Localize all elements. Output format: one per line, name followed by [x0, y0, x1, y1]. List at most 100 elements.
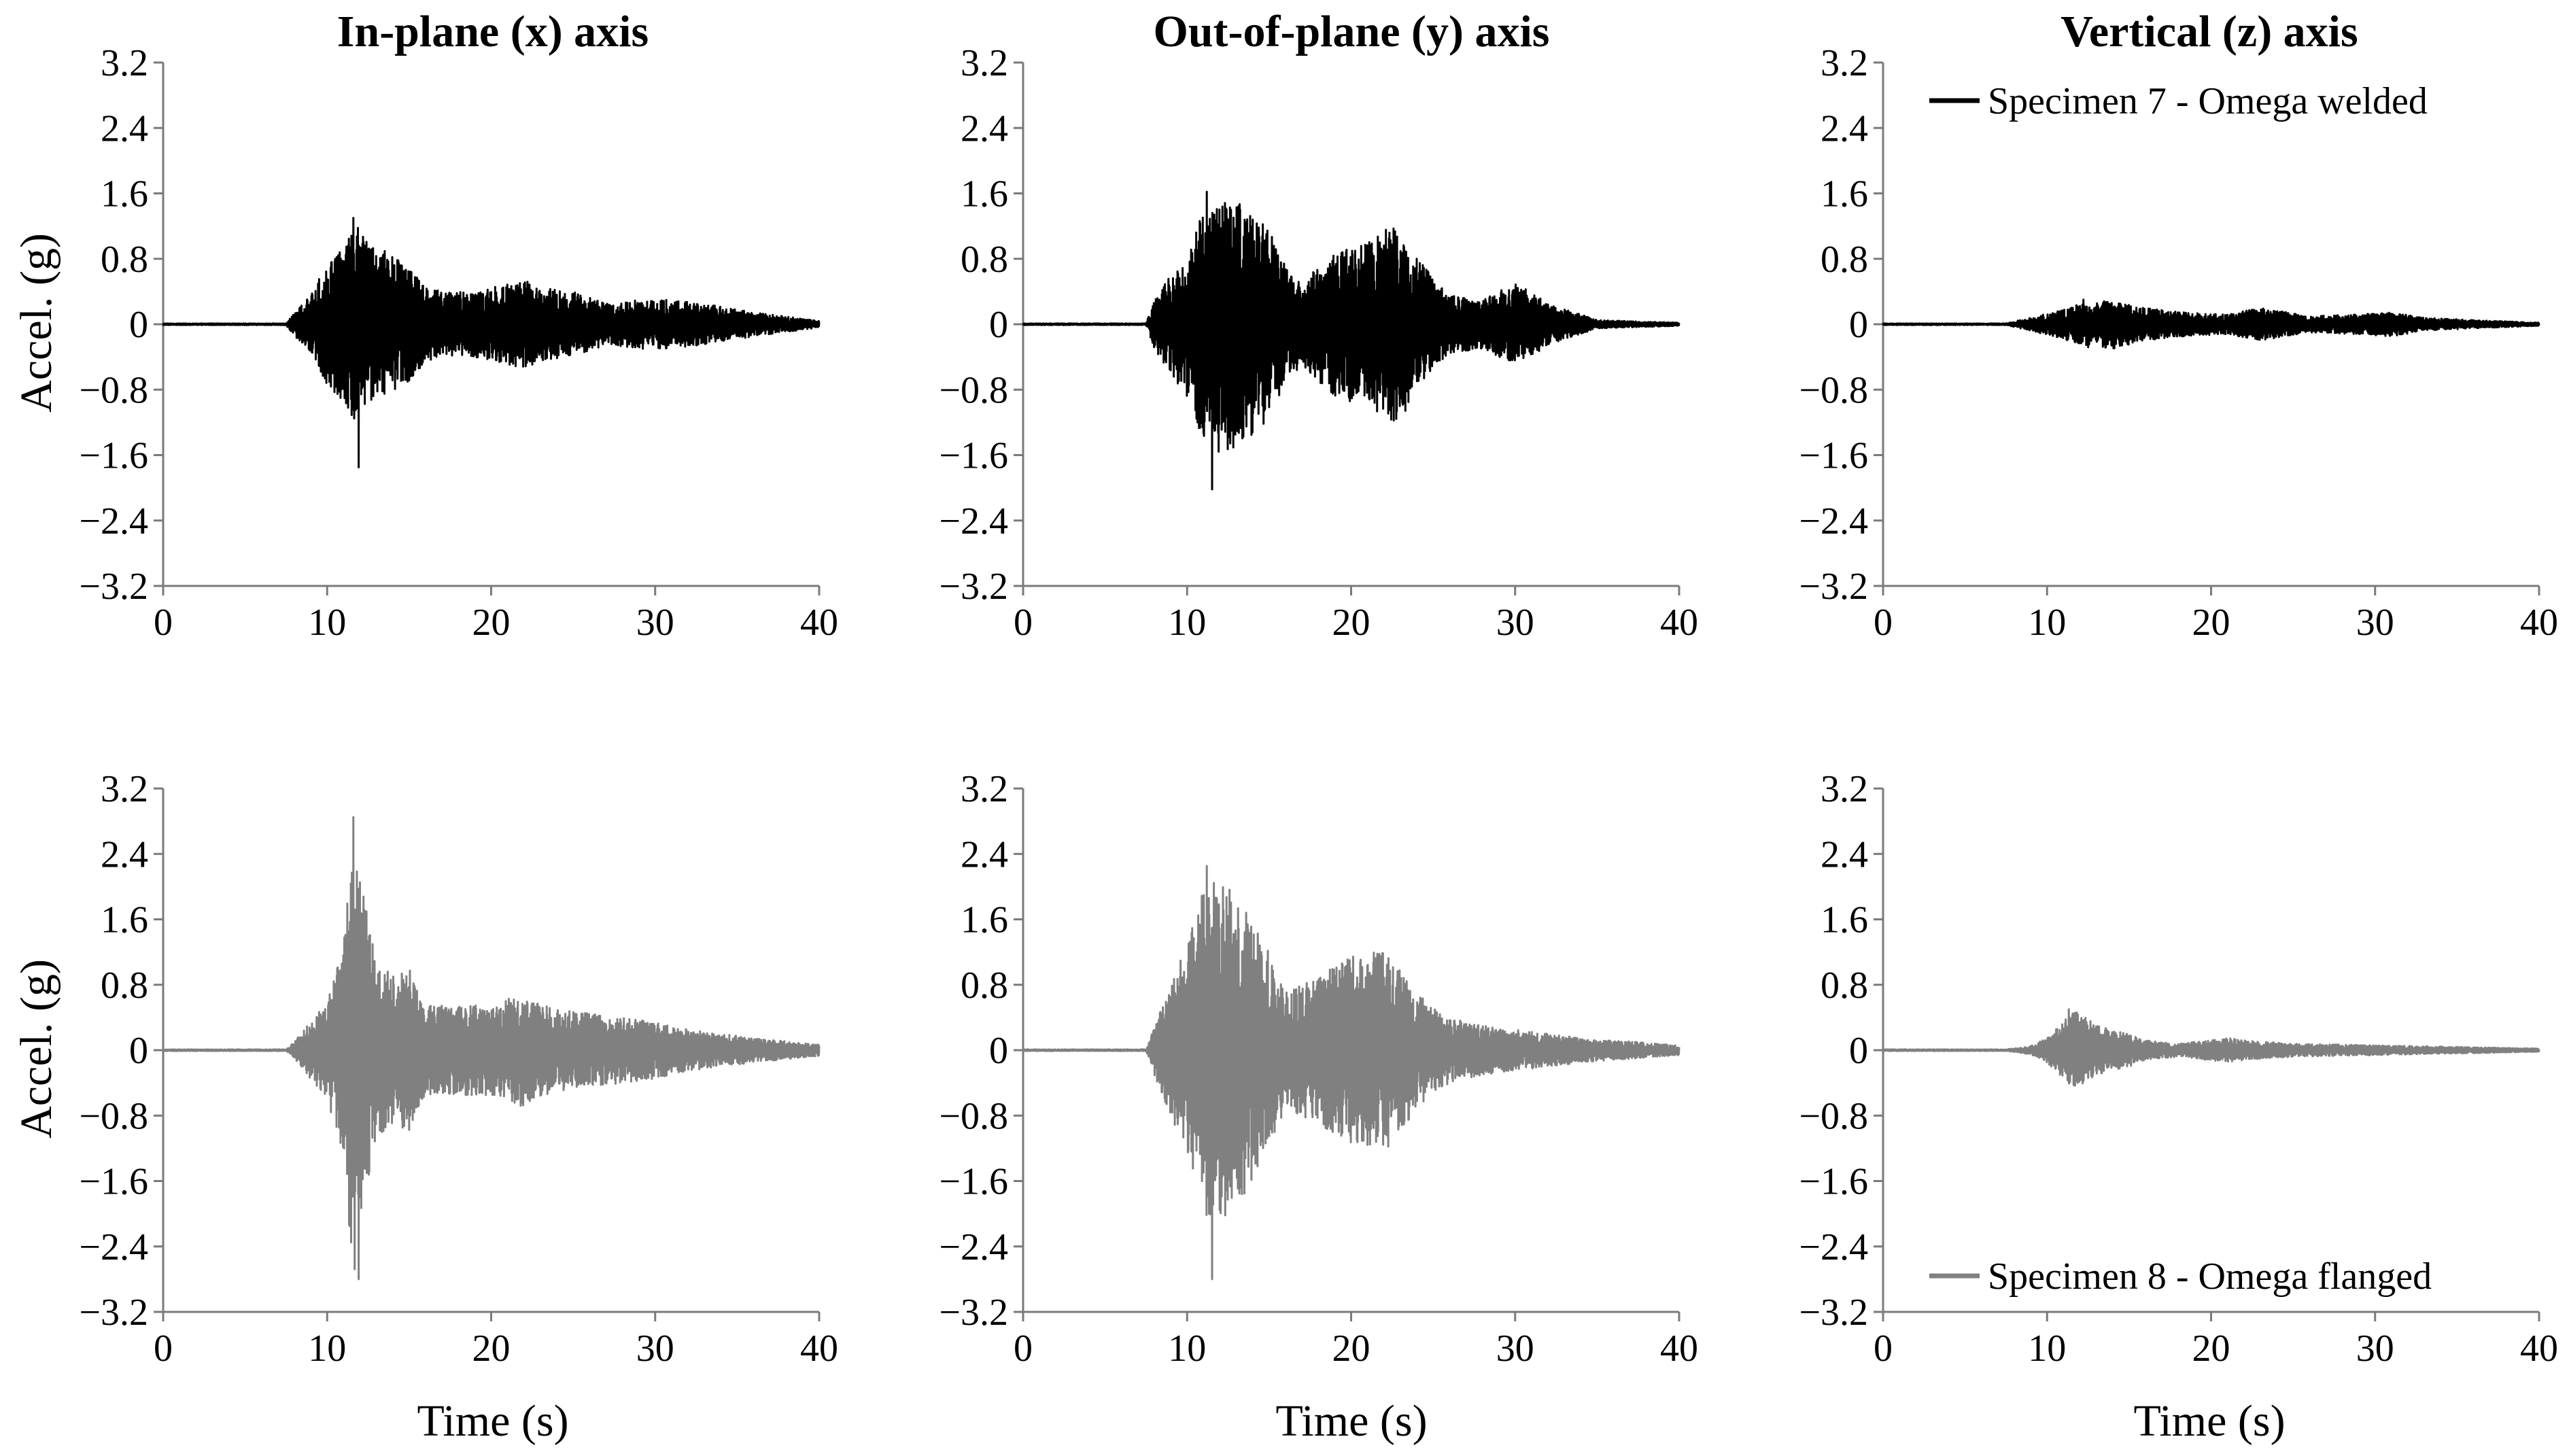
y-tick-label: −1.6 — [939, 435, 1008, 477]
xlabel-col2: Time (s) — [1275, 1396, 1427, 1446]
y-tick-label: −2.4 — [1799, 1226, 1868, 1268]
x-tick-label: 10 — [2028, 602, 2066, 644]
y-tick-label: 3.2 — [1821, 42, 1868, 84]
y-tick-label: −0.8 — [1799, 1095, 1868, 1137]
x-tick-label: 40 — [800, 1328, 838, 1370]
y-tick-label: 2.4 — [101, 107, 148, 150]
y-tick-label: 2.4 — [1821, 833, 1868, 876]
series-trace-z — [1882, 1008, 2540, 1087]
y-tick-label: −0.8 — [939, 1095, 1008, 1137]
y-tick-label: 1.6 — [1821, 899, 1868, 941]
panel-y-1: 3.22.41.60.80−0.8−1.6−2.4−3.20 10 20 30 40 — [939, 42, 1698, 644]
y-tick-label: 0.8 — [961, 965, 1008, 1007]
column-title-x: In-plane (x) axis — [337, 7, 649, 56]
y-tick-label: −2.4 — [79, 500, 148, 542]
x-tick-label: 20 — [1332, 602, 1370, 644]
legend-specimen-8: Specimen 8 - Omega flanged — [1929, 1255, 2432, 1298]
x-tick-label: 0 — [1874, 602, 1893, 644]
x-tick-label: 20 — [1332, 1328, 1370, 1370]
x-tick-label: 0 — [1014, 602, 1033, 644]
panel-z-2: 3.22.41.60.80−0.8−1.6−2.4−3.20 10 20 30 40 — [1799, 768, 2558, 1370]
ylabel-top: Accel. (g) — [12, 233, 61, 413]
y-tick-label: −2.4 — [79, 1226, 148, 1268]
x-tick-label: 20 — [2192, 602, 2230, 644]
x-tick-label: 30 — [2356, 602, 2394, 644]
x-tick-label: 0 — [1014, 1328, 1033, 1370]
y-tick-label: 1.6 — [1821, 173, 1868, 215]
x-tick-label: 30 — [636, 602, 674, 644]
x-tick-label: 10 — [1168, 1328, 1206, 1370]
x-tick-label: 30 — [636, 1328, 674, 1370]
column-title-z: Vertical (z) axis — [2061, 7, 2358, 56]
y-tick-label: −3.2 — [1799, 566, 1868, 608]
y-tick-label: 1.6 — [961, 899, 1008, 941]
y-tick-label: 0 — [129, 304, 148, 346]
panel-x-1: 3.22.41.60.80−0.8−1.6−2.4−3.20 10 20 30 40 — [79, 42, 838, 644]
y-tick-label: 0.8 — [1821, 965, 1868, 1007]
series-trace-y — [1022, 865, 1680, 1281]
y-tick-label: −2.4 — [1799, 500, 1868, 542]
legend-specimen-7: Specimen 7 - Omega welded — [1929, 80, 2428, 122]
y-tick-label: −0.8 — [79, 1095, 148, 1137]
x-tick-label: 10 — [308, 1328, 346, 1370]
y-tick-label: −1.6 — [1799, 1161, 1868, 1203]
x-tick-label: 30 — [2356, 1328, 2394, 1370]
x-tick-label: 10 — [308, 602, 346, 644]
x-tick-label: 20 — [2192, 1328, 2230, 1370]
y-tick-label: 3.2 — [961, 42, 1008, 84]
legend-label-specimen-8: Specimen 8 - Omega flanged — [1988, 1255, 2432, 1298]
y-tick-label: 2.4 — [101, 833, 148, 876]
y-tick-label: 3.2 — [1821, 768, 1868, 810]
y-tick-label: −1.6 — [1799, 435, 1868, 477]
x-tick-label: 20 — [472, 602, 511, 644]
y-tick-label: −1.6 — [79, 1161, 148, 1203]
panel-x-2: 3.22.41.60.80−0.8−1.6−2.4−3.20 10 20 30 40 — [79, 768, 838, 1370]
x-tick-label: 30 — [1496, 602, 1534, 644]
y-tick-label: 0 — [989, 1030, 1008, 1072]
column-title-y: Out-of-plane (y) axis — [1154, 7, 1550, 56]
y-tick-label: −2.4 — [939, 1226, 1008, 1268]
x-tick-label: 10 — [1168, 602, 1206, 644]
y-tick-label: 0.8 — [961, 239, 1008, 281]
panel-y-2: 3.22.41.60.80−0.8−1.6−2.4−3.20 10 20 30 40 — [939, 768, 1698, 1370]
x-tick-label: 0 — [154, 602, 173, 644]
y-tick-label: 1.6 — [101, 899, 148, 941]
y-tick-label: 3.2 — [101, 42, 148, 84]
series-trace-x — [162, 217, 821, 468]
y-tick-label: −3.2 — [939, 1292, 1008, 1334]
y-tick-label: 3.2 — [101, 768, 148, 810]
x-tick-label: 40 — [2520, 602, 2558, 644]
y-tick-label: 1.6 — [101, 173, 148, 215]
y-tick-label: 2.4 — [961, 833, 1008, 876]
ylabel-bottom: Accel. (g) — [12, 959, 61, 1139]
y-tick-label: −0.8 — [939, 369, 1008, 411]
series-trace-y — [1022, 190, 1680, 491]
x-tick-label: 30 — [1496, 1328, 1534, 1370]
xlabel-col3: Time (s) — [2133, 1396, 2285, 1446]
y-tick-label: −3.2 — [79, 566, 148, 608]
xlabel-col1: Time (s) — [417, 1396, 568, 1446]
y-tick-label: 2.4 — [1821, 107, 1868, 150]
y-tick-label: −3.2 — [939, 566, 1008, 608]
x-tick-label: 40 — [800, 602, 838, 644]
x-tick-label: 0 — [154, 1328, 173, 1370]
x-tick-label: 0 — [1874, 1328, 1893, 1370]
y-tick-label: −0.8 — [79, 369, 148, 411]
x-tick-label: 20 — [472, 1328, 511, 1370]
y-tick-label: −1.6 — [79, 435, 148, 477]
y-tick-label: 1.6 — [961, 173, 1008, 215]
panel-grid: 3.22.41.60.80−0.8−1.6−2.4−3.20 10 20 30 403.… — [79, 42, 2558, 1370]
x-tick-label: 10 — [2028, 1328, 2066, 1370]
y-tick-label: 0 — [989, 304, 1008, 346]
x-tick-label: 40 — [1660, 1328, 1698, 1370]
y-tick-label: 0.8 — [1821, 239, 1868, 281]
y-tick-label: 0 — [129, 1030, 148, 1072]
y-tick-label: 0.8 — [101, 965, 148, 1007]
y-tick-label: −2.4 — [939, 500, 1008, 542]
y-tick-label: 0 — [1849, 304, 1868, 346]
legend-label-specimen-7: Specimen 7 - Omega welded — [1988, 80, 2428, 122]
y-tick-label: −3.2 — [79, 1292, 148, 1334]
x-tick-label: 40 — [2520, 1328, 2558, 1370]
series-trace-z — [1882, 298, 2540, 349]
